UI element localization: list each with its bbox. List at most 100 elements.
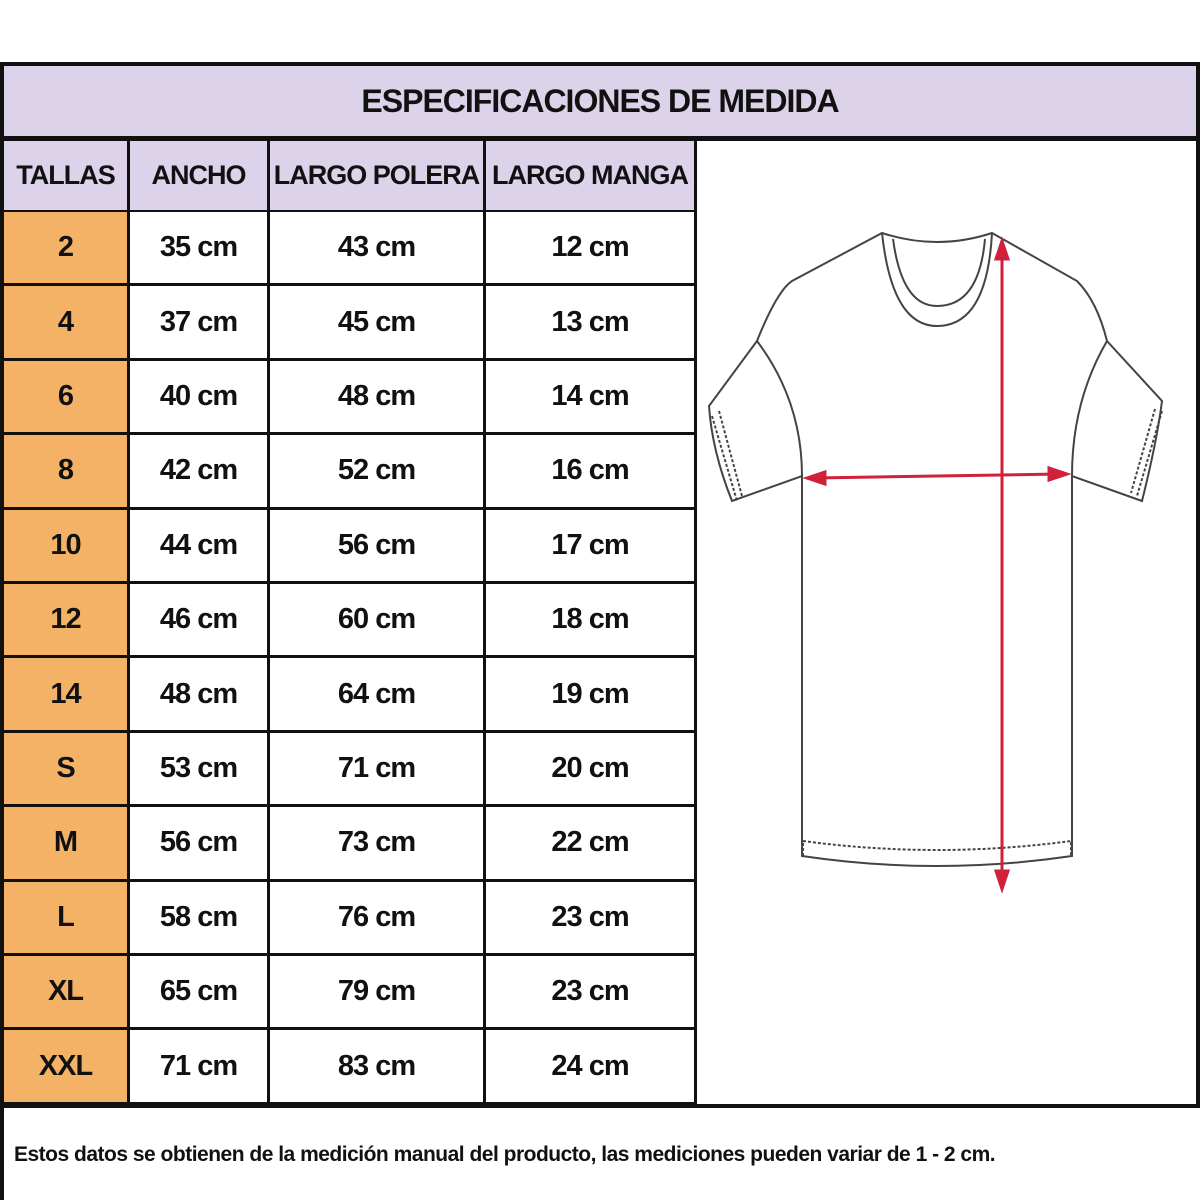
largo-polera-cell: 48 cm [270,360,486,436]
header-tallas: TALLAS [4,141,130,213]
table-row: 10 44 cm 56 cm 17 cm [4,509,697,584]
largo-polera-cell: 64 cm [270,658,486,733]
table-row: 4 37 cm 45 cm 13 cm [4,286,697,361]
ancho-cell: 42 cm [130,435,270,510]
cell-text: 64 cm [337,677,416,710]
table-row: XL 65 cm 79 cm 23 cm [4,956,697,1031]
cell-text: 12 cm [551,231,629,264]
cell-text: 22 cm [551,826,629,859]
cell-text: 4 [57,305,74,338]
cell-text: S [56,751,75,784]
tshirt-illustration [697,141,1196,1104]
cell-text: 44 cm [159,528,238,561]
ancho-cell: 65 cm [130,956,270,1031]
size-cell: 2 [4,212,130,287]
largo-manga-cell: 23 cm [486,956,697,1031]
cell-text: 48 cm [337,379,416,412]
cell-text: 83 cm [337,1049,416,1082]
largo-polera-cell: 56 cm [270,509,486,584]
cell-text: 76 cm [337,900,416,933]
ancho-cell: 56 cm [130,807,270,882]
largo-manga-cell: 24 cm [486,1030,697,1105]
largo-polera-cell: 73 cm [270,807,486,882]
cell-text: 73 cm [337,826,416,859]
cell-text: 17 cm [551,528,629,561]
cell-text: 16 cm [551,454,629,487]
cell-text: 2 [57,231,74,264]
table-row: S 53 cm 71 cm 20 cm [4,732,697,808]
chart-title: ESPECIFICACIONES DE MEDIDA [4,66,1196,141]
ancho-cell: 53 cm [130,732,270,808]
size-cell: S [4,732,130,808]
largo-polera-cell: 43 cm [270,212,486,287]
size-cell: 6 [4,360,130,436]
cell-text: 12 [50,603,81,636]
largo-manga-cell: 13 cm [486,286,697,361]
largo-manga-cell: 14 cm [486,360,697,436]
table-row: M 56 cm 73 cm 22 cm [4,807,697,882]
largo-manga-cell: 16 cm [486,435,697,510]
cell-text: M [53,826,78,859]
cell-text: 56 cm [159,826,238,859]
cell-text: L [57,900,75,933]
cell-text: 24 cm [551,1049,629,1082]
ancho-cell: 58 cm [130,881,270,956]
cell-text: 14 [50,677,81,710]
size-cell: 14 [4,658,130,733]
table-row: 8 42 cm 52 cm 16 cm [4,435,697,510]
size-cell: 12 [4,584,130,659]
cell-text: 13 cm [551,305,629,338]
ancho-cell: 48 cm [130,658,270,733]
cell-text: 20 cm [551,751,629,784]
frame-left-edge [0,1106,4,1200]
cell-text: 71 cm [159,1049,238,1082]
size-cell: XL [4,956,130,1031]
table-row: XXL 71 cm 83 cm 24 cm [4,1030,697,1105]
cell-text: 23 cm [551,975,629,1008]
header-text: LARGO MANGA [492,160,689,190]
header-largo-polera: LARGO POLERA [270,141,486,213]
cell-text: 8 [57,454,74,487]
largo-polera-cell: 60 cm [270,584,486,659]
ancho-cell: 44 cm [130,509,270,584]
size-chart-frame [0,62,1200,1108]
cell-text: 58 cm [159,900,238,933]
cell-text: XXL [38,1049,93,1082]
largo-manga-cell: 22 cm [486,807,697,882]
header-ancho: ANCHO [130,141,270,213]
ancho-cell: 46 cm [130,584,270,659]
cell-text: 23 cm [551,900,629,933]
largo-manga-cell: 19 cm [486,658,697,733]
cell-text: 71 cm [337,751,416,784]
largo-polera-cell: 71 cm [270,732,486,808]
table-row: 12 46 cm 60 cm 18 cm [4,584,697,659]
largo-manga-cell: 17 cm [486,509,697,584]
largo-polera-cell: 45 cm [270,286,486,361]
ancho-cell: 71 cm [130,1030,270,1105]
cell-text: 6 [57,379,74,412]
cell-text: 19 cm [551,677,629,710]
largo-polera-cell: 79 cm [270,956,486,1031]
cell-text: 37 cm [159,305,238,338]
largo-manga-cell: 20 cm [486,732,697,808]
size-cell: M [4,807,130,882]
cell-text: 52 cm [337,454,416,487]
cell-text: 40 cm [159,379,238,412]
chart-title-text: ESPECIFICACIONES DE MEDIDA [361,82,839,119]
size-cell: 10 [4,509,130,584]
largo-manga-cell: 18 cm [486,584,697,659]
footer-text: Estos datos se obtienen de la medición m… [14,1143,996,1166]
largo-manga-cell: 23 cm [486,881,697,956]
table-row: 14 48 cm 64 cm 19 cm [4,658,697,733]
cell-text: 79 cm [337,975,416,1008]
largo-polera-cell: 76 cm [270,881,486,956]
cell-text: 18 cm [551,603,629,636]
header-text: ANCHO [151,160,247,190]
largo-manga-cell: 12 cm [486,212,697,287]
largo-polera-cell: 52 cm [270,435,486,510]
table-row: L 58 cm 76 cm 23 cm [4,881,697,956]
cell-text: 65 cm [159,975,238,1008]
table-row: 2 35 cm 43 cm 12 cm [4,212,697,287]
cell-text: 35 cm [159,231,238,264]
table-header-row: TALLAS ANCHO LARGO POLERA LARGO MANGA [4,141,697,213]
